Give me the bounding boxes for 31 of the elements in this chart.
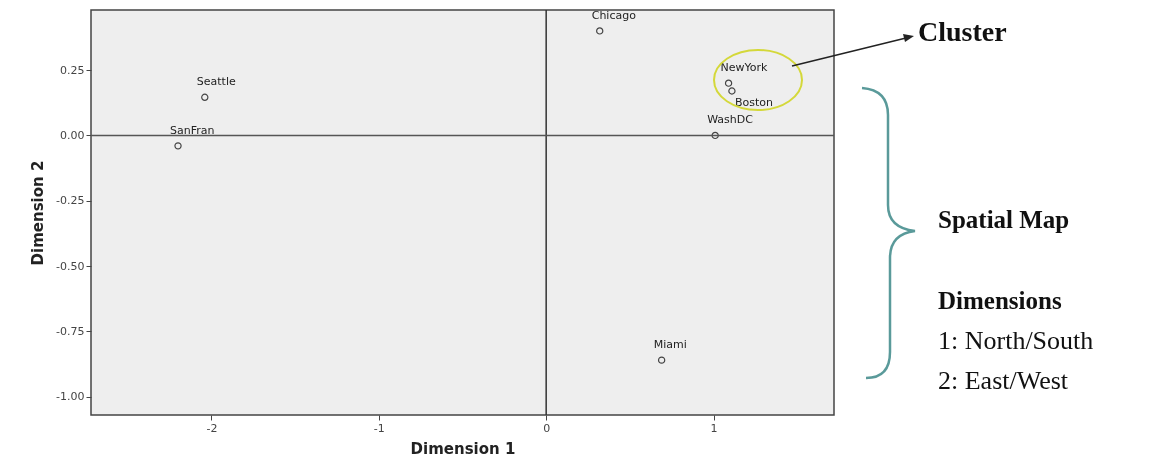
point bbox=[711, 131, 719, 140]
text: 2: East/West bbox=[938, 366, 1069, 395]
x-tick-label: -1 bbox=[373, 421, 385, 435]
y-tick-label: 0.25 bbox=[60, 63, 85, 77]
point bbox=[728, 87, 736, 95]
y-tick-label: -0.50 bbox=[56, 259, 85, 273]
point bbox=[174, 142, 182, 150]
x-tick-label: 1 bbox=[710, 421, 718, 435]
point bbox=[657, 356, 666, 364]
text: Spatial Map bbox=[938, 206, 1070, 233]
y-tick-label: -0.25 bbox=[56, 194, 85, 208]
x-tick-label: 0 bbox=[543, 421, 551, 435]
x-axis-title: Dimension 1 bbox=[410, 439, 516, 458]
point bbox=[724, 79, 733, 87]
text: Dimensions bbox=[938, 287, 1062, 314]
point bbox=[201, 93, 209, 101]
annotation: Chicago bbox=[591, 8, 637, 22]
annotation: Miami bbox=[653, 338, 687, 352]
point bbox=[596, 27, 604, 35]
y-tick-label: 0.00 bbox=[60, 128, 85, 142]
text: Cluster bbox=[918, 16, 1007, 47]
text: 1: North/South bbox=[938, 326, 1094, 355]
annotation: Seattle bbox=[196, 75, 236, 89]
annotation: Boston bbox=[734, 96, 773, 109]
annotation: WashDC bbox=[707, 113, 754, 127]
annotation: NewYork bbox=[720, 61, 769, 75]
annotation: SanFran bbox=[170, 123, 215, 137]
y-tick-label: -0.75 bbox=[56, 324, 85, 338]
y-tick-label: -1.00 bbox=[56, 390, 85, 404]
x-tick-label: -2 bbox=[206, 421, 218, 435]
y-axis-title: Dimension 2 bbox=[29, 160, 48, 266]
